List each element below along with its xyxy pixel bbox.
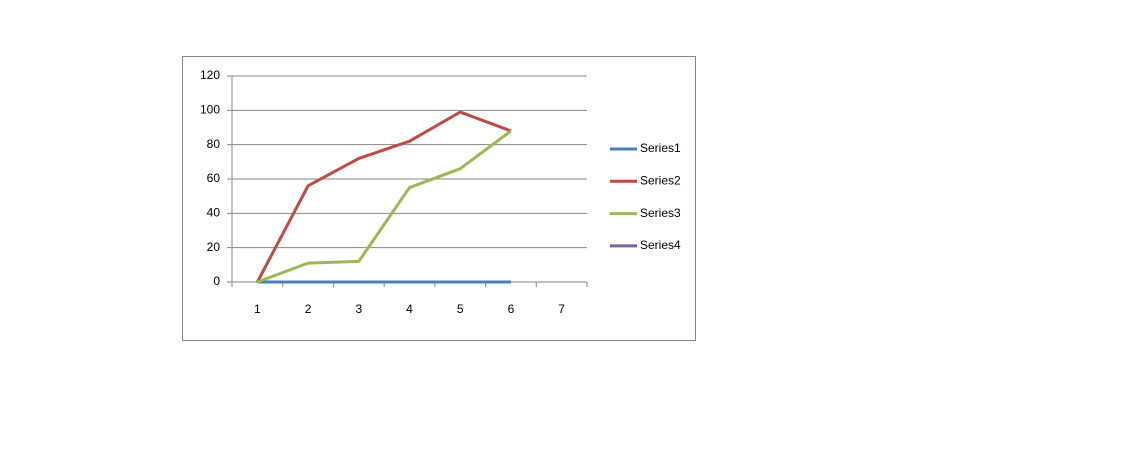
legend-label: Series1	[640, 141, 681, 155]
legend-label: Series3	[640, 206, 681, 220]
y-tick-label: 0	[213, 274, 220, 288]
x-tick-label: 4	[406, 302, 413, 316]
y-tick-label: 20	[207, 240, 221, 254]
y-tick-label: 40	[207, 206, 221, 220]
y-tick-label: 60	[207, 171, 221, 185]
y-tick-label: 80	[207, 137, 221, 151]
legend-label: Series2	[640, 173, 681, 187]
x-tick-label: 6	[508, 302, 515, 316]
x-tick-label: 3	[355, 302, 362, 316]
x-tick-label: 7	[558, 302, 565, 316]
x-tick-label: 2	[305, 302, 312, 316]
series-line	[256, 110, 512, 283]
series-line	[256, 129, 512, 284]
x-tick-label: 5	[457, 302, 464, 316]
y-tick-label: 120	[200, 68, 220, 82]
y-tick-label: 100	[200, 103, 220, 117]
x-tick-label: 1	[254, 302, 261, 316]
legend-label: Series4	[640, 238, 681, 252]
chart-frame	[182, 56, 696, 341]
